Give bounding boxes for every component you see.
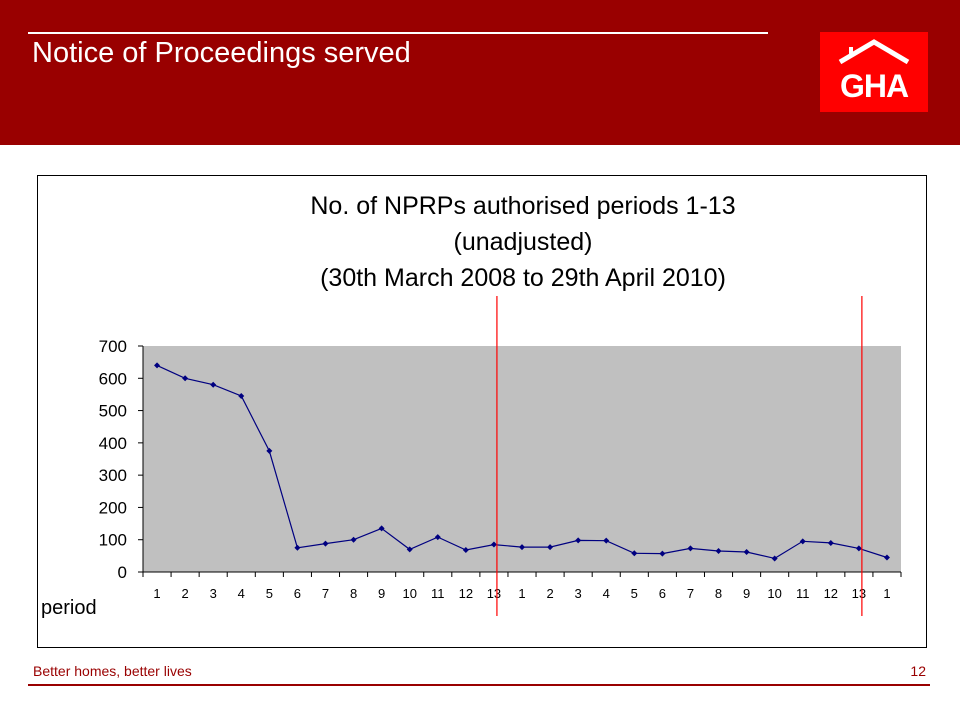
data-point (434, 534, 441, 541)
data-point (659, 550, 666, 557)
y-tick-label: 700 (99, 337, 127, 356)
gha-logo: GHA (820, 32, 928, 112)
x-tick-label: 8 (350, 586, 357, 601)
chart-title-line: (unadjusted) (454, 228, 593, 256)
y-tick-label: 200 (99, 498, 127, 517)
y-tick-label: 600 (99, 369, 127, 388)
x-tick-label: 4 (238, 586, 245, 601)
x-tick-label: 3 (210, 586, 217, 601)
chart-frame: No. of NPRPs authorised periods 1-13 (una… (37, 175, 927, 648)
x-tick-label: 4 (603, 586, 610, 601)
data-point (154, 362, 161, 369)
data-point (462, 547, 469, 554)
data-point (210, 381, 217, 388)
y-tick-label: 300 (99, 466, 127, 485)
data-point (350, 536, 357, 543)
x-tick-label: 5 (266, 586, 273, 601)
data-point (519, 544, 525, 551)
data-point (603, 537, 610, 544)
slide-title: Notice of Proceedings served (32, 37, 411, 69)
data-point (799, 538, 806, 545)
data-point (322, 540, 329, 547)
footer-tagline: Better homes, better lives (33, 663, 192, 679)
data-point (575, 537, 582, 544)
x-tick-label: 13 (487, 586, 501, 601)
x-axis-label: period (41, 597, 97, 619)
data-point (827, 539, 834, 546)
data-point (771, 555, 778, 562)
x-tick-label: 6 (294, 586, 301, 601)
plot-area (143, 346, 901, 572)
data-point (182, 375, 189, 382)
y-tick-label: 500 (99, 402, 127, 421)
x-tick-label: 13 (852, 586, 866, 601)
data-point (715, 548, 722, 555)
data-point (378, 525, 385, 532)
data-point (883, 554, 890, 561)
x-tick-label: 7 (687, 586, 694, 601)
x-tick-label: 1 (153, 586, 160, 601)
x-tick-label: 2 (181, 586, 188, 601)
y-tick-label: 100 (99, 531, 127, 550)
x-tick-label: 11 (431, 586, 445, 601)
data-point (238, 393, 245, 400)
data-point (687, 545, 694, 552)
x-tick-label: 10 (767, 586, 781, 601)
x-tick-label: 8 (715, 586, 722, 601)
data-point (631, 550, 638, 557)
data-point (294, 544, 301, 551)
data-point (547, 544, 554, 551)
data-point (266, 447, 273, 454)
x-tick-label: 2 (546, 586, 553, 601)
data-point (855, 545, 862, 552)
data-point (406, 546, 413, 553)
x-tick-label: 3 (575, 586, 582, 601)
y-tick-label: 0 (118, 563, 127, 582)
chart-title-line: No. of NPRPs authorised periods 1-13 (310, 192, 735, 220)
x-tick-label: 7 (322, 586, 329, 601)
header-rule (28, 32, 768, 34)
x-tick-label: 12 (824, 586, 838, 601)
footer-rule (28, 684, 930, 686)
x-tick-label: 6 (659, 586, 666, 601)
x-tick-label: 9 (743, 586, 750, 601)
data-point (743, 548, 750, 555)
x-tick-label: 1 (883, 586, 890, 601)
x-tick-label: 10 (402, 586, 416, 601)
header-band (0, 0, 960, 145)
chart-title-line: (30th March 2008 to 29th April 2010) (320, 264, 726, 292)
y-tick-label: 400 (99, 434, 127, 453)
page-number: 12 (910, 663, 926, 679)
x-tick-label: 1 (518, 586, 525, 601)
x-tick-label: 11 (796, 586, 810, 601)
x-tick-label: 12 (459, 586, 473, 601)
x-tick-label: 5 (631, 586, 638, 601)
line-chart: No. of NPRPs authorised periods 1-13 (una… (41, 192, 902, 619)
logo-text: GHA (839, 68, 909, 104)
data-point (490, 541, 497, 548)
x-tick-label: 9 (378, 586, 385, 601)
house-roof-icon (838, 39, 910, 65)
